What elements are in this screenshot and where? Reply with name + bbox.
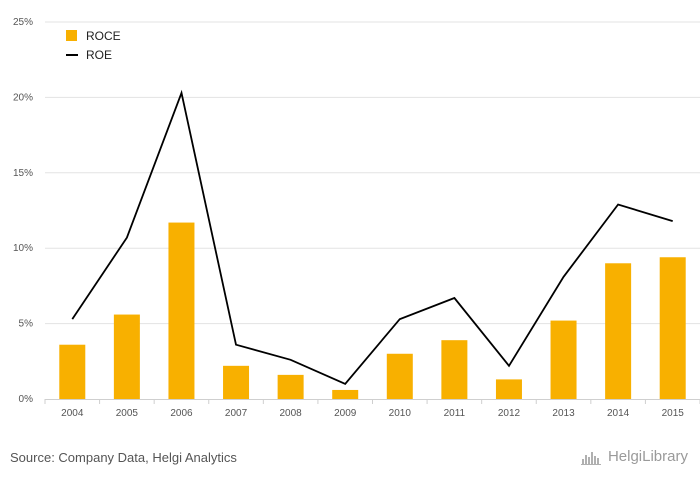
roce-bar — [168, 222, 195, 399]
x-tick-label: 2006 — [170, 408, 193, 419]
roce-bar — [550, 320, 577, 399]
roce-bars — [59, 222, 686, 399]
x-axis: 2004 2005 2006 2007 2008 2009 2010 2011 2012 2013… — [44, 399, 700, 419]
roce-bar — [441, 340, 468, 399]
gridlines — [45, 21, 700, 325]
y-tick-label: 15% — [13, 168, 33, 179]
legend-label-roe: ROE — [86, 48, 112, 62]
legend: ROCE ROE — [66, 29, 121, 62]
roce-bar — [277, 374, 304, 399]
library-icon — [580, 451, 601, 465]
x-tick-label: 2013 — [552, 408, 575, 419]
roce-bar — [59, 344, 86, 399]
roe-line — [71, 89, 673, 385]
x-tick-label: 2008 — [280, 408, 303, 419]
roce-bar — [605, 263, 632, 399]
roce-bar — [495, 379, 522, 399]
source-note: Source: Company Data, Helgi Analytics — [10, 450, 237, 465]
x-tick-label: 2011 — [444, 408, 466, 419]
y-tick-label: 20% — [13, 92, 33, 103]
x-tick-label: 2004 — [61, 408, 84, 419]
roce-bar — [386, 353, 413, 399]
y-tick-label: 25% — [13, 17, 33, 28]
brand-name: HelgiLibrary — [607, 448, 688, 465]
roce-bar — [659, 257, 686, 399]
chart: 0%5%10%15%20%25% 2004 2005 2006 2007 2008 200… — [13, 17, 700, 419]
y-tick-label: 0% — [19, 394, 34, 405]
x-tick-label: 2005 — [116, 408, 139, 419]
legend-swatch-roce — [66, 30, 77, 41]
roe-line-layer — [71, 89, 673, 385]
y-tick-label: 10% — [13, 243, 33, 254]
roce-bar — [113, 314, 140, 399]
brand-logo: HelgiLibrary — [580, 448, 688, 465]
x-tick-label: 2012 — [498, 408, 521, 419]
x-tick-label: 2007 — [225, 408, 248, 419]
roce-bar — [223, 365, 250, 399]
x-tick-label: 2010 — [389, 408, 412, 419]
y-tick-label: 5% — [19, 319, 34, 330]
y-axis-ticks: 0% 5% 10% 15% 20% 25% — [13, 17, 33, 405]
x-tick-label: 2015 — [662, 408, 685, 419]
x-tick-label: 2009 — [334, 408, 357, 419]
roce-bar — [332, 389, 359, 399]
legend-label-roce: ROCE — [86, 29, 121, 43]
x-tick-label: 2014 — [607, 408, 630, 419]
